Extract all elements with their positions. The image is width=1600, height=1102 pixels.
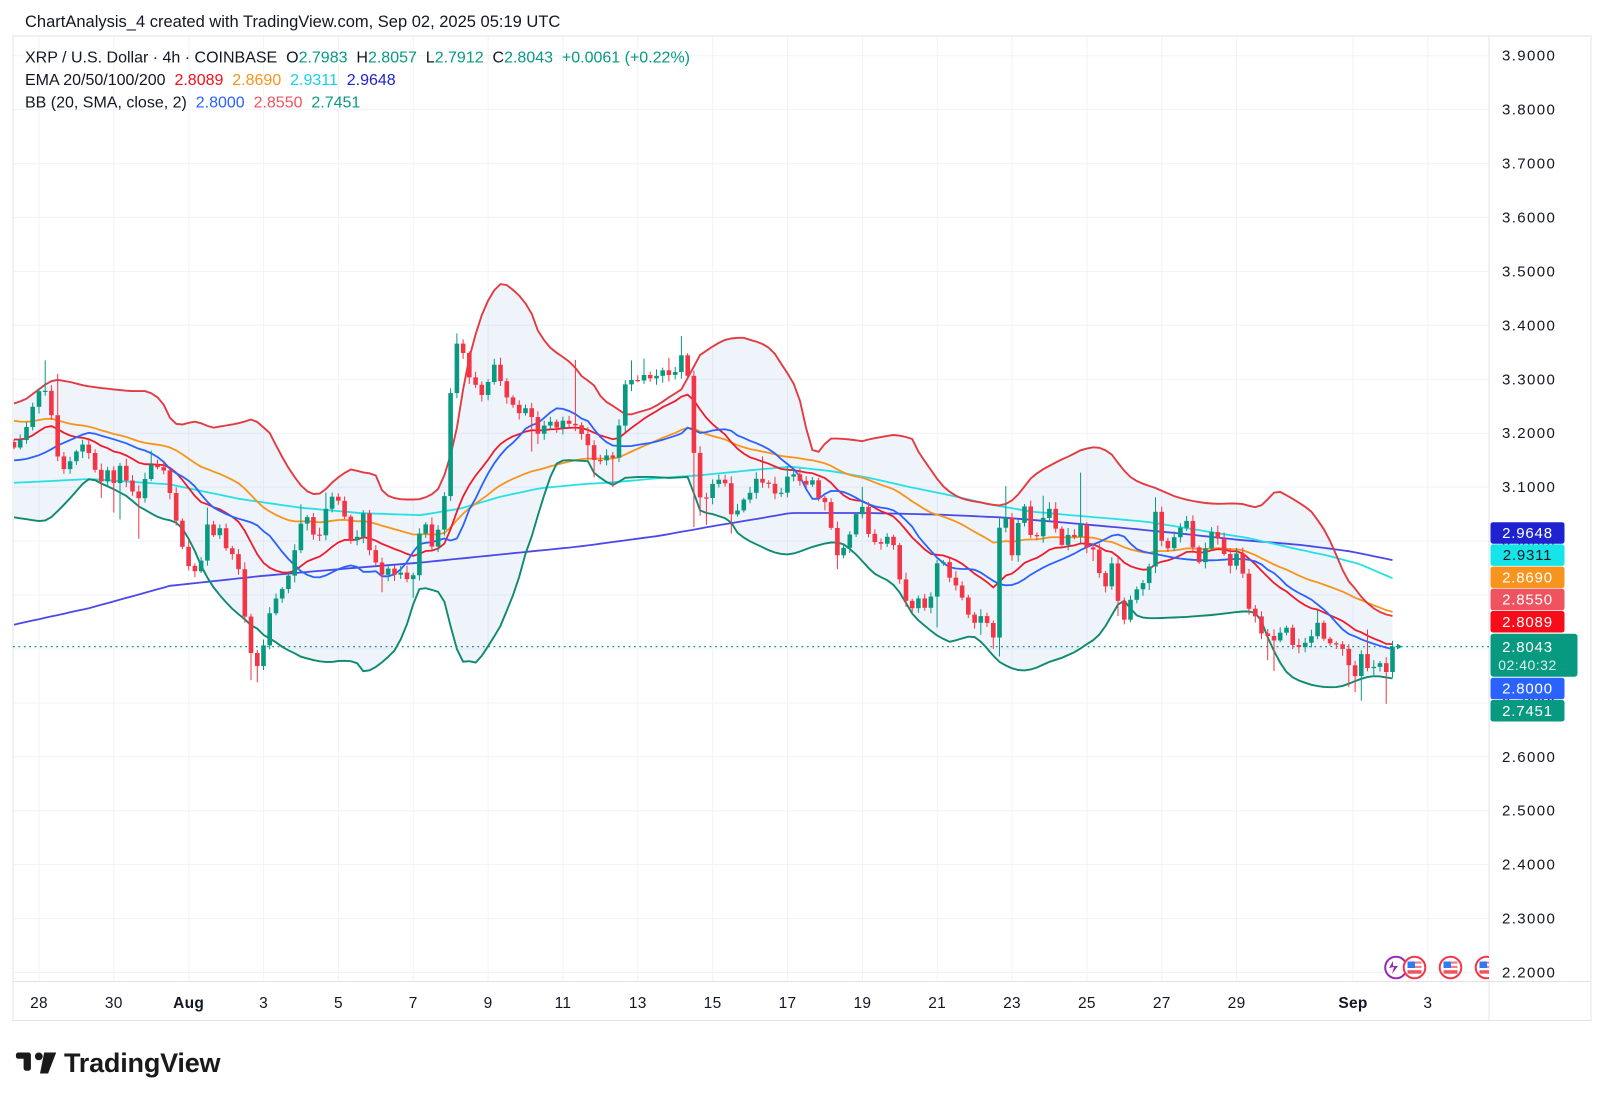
svg-text:23: 23 xyxy=(1003,995,1021,1012)
svg-text:5: 5 xyxy=(334,995,343,1012)
svg-text:02:40:32: 02:40:32 xyxy=(1498,657,1557,673)
svg-text:15: 15 xyxy=(704,995,722,1012)
svg-text:3.5000: 3.5000 xyxy=(1502,263,1556,280)
svg-text:Aug: Aug xyxy=(173,995,204,1012)
svg-text:BB (20, SMA, close, 2) 2.8000: BB (20, SMA, close, 2) 2.8000 2.8550 2.7… xyxy=(25,95,360,112)
svg-text:3.1000: 3.1000 xyxy=(1502,479,1556,496)
svg-text:2.6000: 2.6000 xyxy=(1502,749,1556,766)
svg-text:2.7451: 2.7451 xyxy=(1502,703,1553,720)
svg-text:3.6000: 3.6000 xyxy=(1502,210,1556,227)
svg-text:Sep: Sep xyxy=(1338,995,1367,1012)
svg-text:2.9311: 2.9311 xyxy=(1503,547,1553,564)
svg-text:11: 11 xyxy=(555,995,572,1012)
svg-text:29: 29 xyxy=(1228,995,1246,1012)
svg-text:3: 3 xyxy=(1423,995,1432,1012)
svg-text:2.2000: 2.2000 xyxy=(1502,965,1556,982)
svg-text:TradingView: TradingView xyxy=(64,1048,222,1078)
svg-text:2.8000: 2.8000 xyxy=(1502,681,1553,698)
svg-text:3.7000: 3.7000 xyxy=(1502,156,1556,173)
svg-text:9: 9 xyxy=(484,995,493,1012)
svg-text:7: 7 xyxy=(409,995,418,1012)
svg-text:3.9000: 3.9000 xyxy=(1502,48,1556,65)
svg-text:2.8690: 2.8690 xyxy=(1502,569,1553,586)
svg-text:3.4000: 3.4000 xyxy=(1502,317,1556,334)
svg-text:21: 21 xyxy=(928,995,946,1012)
svg-text:2.9648: 2.9648 xyxy=(1502,525,1553,542)
svg-text:3: 3 xyxy=(259,995,268,1012)
svg-text:17: 17 xyxy=(779,995,797,1012)
svg-text:28: 28 xyxy=(30,995,48,1012)
svg-text:30: 30 xyxy=(105,995,123,1012)
svg-text:3.2000: 3.2000 xyxy=(1502,425,1556,442)
svg-text:EMA 20/50/100/200 2.8089 2.8: EMA 20/50/100/200 2.8089 2.8690 2.9311 2… xyxy=(25,72,396,89)
svg-text:ChartAnalysis_4 created with T: ChartAnalysis_4 created with TradingView… xyxy=(25,13,560,31)
svg-text:25: 25 xyxy=(1078,995,1096,1012)
svg-text:2.3000: 2.3000 xyxy=(1502,911,1556,928)
svg-text:2.8089: 2.8089 xyxy=(1502,614,1553,631)
svg-text:2.5000: 2.5000 xyxy=(1502,803,1556,820)
svg-text:2.8043: 2.8043 xyxy=(1502,639,1553,656)
svg-text:27: 27 xyxy=(1153,995,1171,1012)
svg-text:2.8550: 2.8550 xyxy=(1502,592,1553,609)
svg-text:13: 13 xyxy=(629,995,647,1012)
svg-text:XRP / U.S. Dollar · 4h · COINB: XRP / U.S. Dollar · 4h · COINBASE O2.798… xyxy=(25,50,690,67)
svg-text:3.3000: 3.3000 xyxy=(1502,371,1556,388)
svg-text:3.8000: 3.8000 xyxy=(1502,102,1556,119)
svg-text:2.4000: 2.4000 xyxy=(1502,857,1556,874)
svg-text:19: 19 xyxy=(853,995,871,1012)
